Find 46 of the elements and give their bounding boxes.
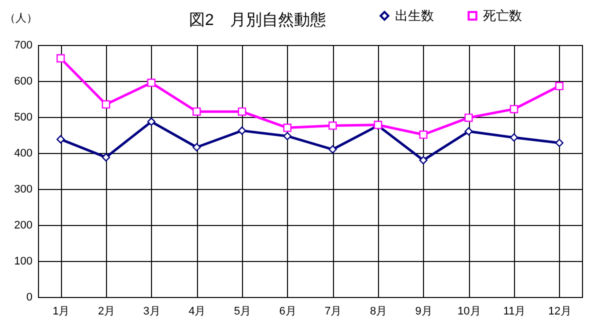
point	[328, 122, 337, 130]
legend-label: 出生数	[395, 8, 434, 23]
point	[283, 132, 292, 140]
point	[419, 130, 428, 139]
x-tick-label: 12月	[548, 306, 572, 318]
point	[102, 153, 110, 162]
x-tick-label: 8月	[370, 306, 388, 318]
x-tick-label: 11月	[503, 306, 526, 318]
y-tick-label: 100	[14, 256, 32, 268]
y-axis-title: （人）	[4, 12, 38, 24]
x-tick-label: 7月	[324, 306, 342, 318]
y-tick-label: 600	[14, 76, 32, 88]
point	[555, 82, 564, 90]
point	[238, 126, 246, 135]
point	[510, 133, 518, 142]
point	[147, 118, 156, 126]
y-tick-label: 300	[14, 184, 32, 196]
x-tick-label: 4月	[188, 306, 206, 318]
point	[192, 143, 201, 152]
x-tick-label: 5月	[234, 306, 252, 318]
point	[56, 135, 65, 144]
chart-title: 図2 月別自然動態	[189, 11, 326, 29]
point	[464, 114, 473, 122]
y-tick-label: 200	[14, 220, 32, 232]
point	[510, 104, 518, 114]
point	[192, 107, 201, 116]
x-tick-label: 6月	[279, 306, 296, 318]
point	[419, 156, 428, 164]
y-tick-label: 0	[26, 292, 32, 304]
point	[238, 107, 246, 116]
x-tick-label: 10月	[458, 306, 481, 318]
point	[102, 100, 110, 109]
x-tick-label: 3月	[143, 306, 160, 318]
y-tick-label: 500	[14, 112, 32, 124]
legend-label: 死亡数	[483, 8, 522, 23]
point	[328, 145, 337, 154]
point	[283, 124, 292, 132]
x-tick-label: 1月	[52, 306, 70, 318]
point	[56, 54, 65, 62]
y-tick-label: 400	[14, 148, 32, 160]
point	[464, 127, 473, 136]
x-tick-label: 2月	[98, 306, 116, 318]
x-tick-label: 9月	[415, 306, 432, 318]
point	[555, 138, 564, 148]
y-tick-label: 700	[14, 40, 32, 52]
point	[147, 78, 156, 87]
